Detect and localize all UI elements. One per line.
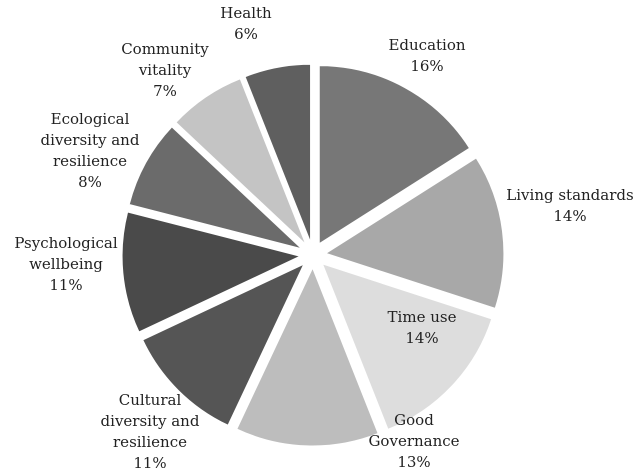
slice-label: Good Governance 13% (368, 411, 459, 469)
pie-slice (321, 263, 493, 431)
slice-name-label: Governance (368, 432, 459, 450)
slice-name-label: Community (121, 40, 209, 58)
slice-name-label: diversity and (101, 412, 200, 430)
slice-value-label: 16% (410, 57, 443, 75)
slice-label: Cultural diversity and resilience 11% (101, 391, 200, 469)
pie-slice (121, 211, 302, 333)
pie-slice (244, 63, 312, 243)
slice-value-label: 7% (153, 82, 177, 100)
slice-name-label: Living standards (506, 186, 633, 204)
slice-name-label: vitality (138, 61, 192, 79)
slice-value-label: 11% (49, 276, 82, 294)
slice-label: Community vitality 7% (121, 40, 209, 100)
slice-value-label: 11% (133, 454, 166, 469)
slice-label: Psychological wellbeing 11% (14, 234, 118, 294)
slice-label: Education 16% (388, 36, 465, 75)
slice-name-label: resilience (113, 433, 187, 451)
slice-value-label: 8% (78, 173, 102, 191)
slice-value-label: 13% (397, 453, 430, 469)
slice-name-label: wellbeing (29, 255, 103, 273)
pie-slice (318, 65, 471, 245)
slice-name-label: Health (220, 4, 272, 22)
pie-slice (128, 126, 302, 250)
pie-slice (175, 78, 307, 245)
slice-name-label: Ecological (51, 110, 130, 128)
slice-label: Health 6% (220, 4, 272, 43)
slice-name-label: Good (394, 411, 434, 429)
slice-name-label: diversity and (41, 131, 140, 149)
slice-label: Ecological diversity and resilience 8% (41, 110, 140, 191)
slice-label: Time use 14% (388, 308, 457, 347)
pie-slice (236, 266, 379, 447)
slice-value-label: 14% (405, 329, 438, 347)
slice-value-label: 14% (553, 207, 586, 225)
pie-slice (324, 157, 505, 310)
slice-name-label: Education (388, 36, 465, 54)
slice-value-label: 6% (234, 25, 258, 43)
pie-slice (142, 263, 305, 426)
slice-name-label: Time use (388, 308, 457, 326)
slice-label: Living standards 14% (506, 186, 633, 225)
slice-name-label: Psychological (14, 234, 118, 252)
slice-name-label: Cultural (119, 391, 182, 409)
slice-name-label: resilience (53, 152, 127, 170)
